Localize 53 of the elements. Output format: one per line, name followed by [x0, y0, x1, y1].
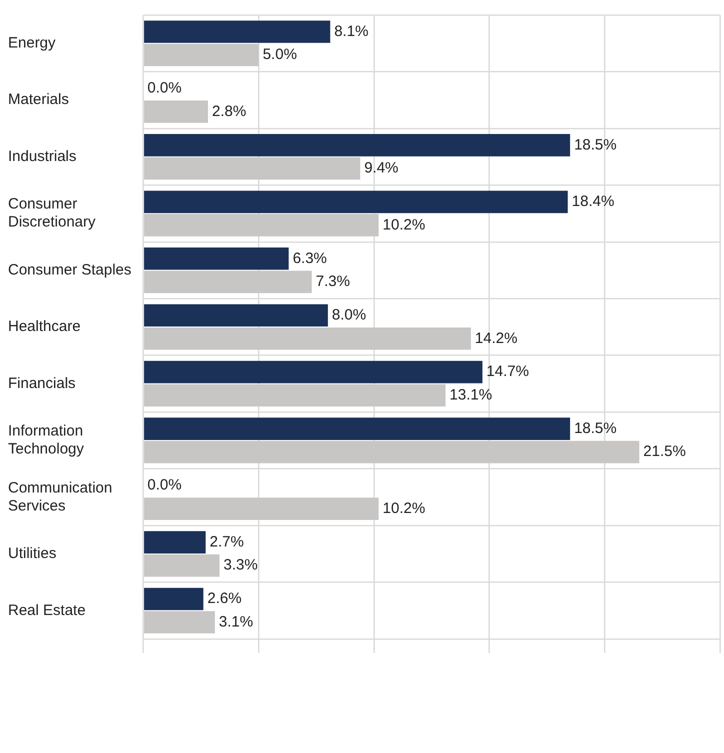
- bar: [144, 418, 570, 440]
- y-tick-label: Energy: [8, 34, 56, 52]
- bar: [144, 531, 206, 554]
- data-label: 14.7%: [486, 363, 529, 380]
- data-label: 2.8%: [212, 102, 246, 120]
- data-label: 10.2%: [382, 216, 426, 234]
- bar: [144, 440, 640, 464]
- bar: [144, 554, 220, 577]
- bar: [144, 588, 204, 610]
- bar: [144, 270, 312, 294]
- data-label: 7.3%: [316, 273, 350, 290]
- data-label: 10.2%: [382, 500, 426, 517]
- data-label: 8.1%: [334, 22, 368, 40]
- y-tick-label: Utilities: [8, 545, 56, 562]
- y-tick-label: Materials: [8, 91, 69, 108]
- data-label: 3.3%: [224, 556, 258, 574]
- bar: [144, 134, 570, 156]
- bar: [144, 190, 568, 214]
- data-label: 9.4%: [364, 160, 398, 177]
- y-tick-label: Information Technology: [8, 422, 84, 458]
- data-label: 13.1%: [450, 386, 492, 404]
- y-tick-label: Healthcare: [8, 318, 81, 336]
- data-label: 18.5%: [574, 420, 617, 437]
- bar: [144, 327, 471, 350]
- data-label: 14.2%: [474, 330, 518, 347]
- data-label: 6.3%: [292, 250, 327, 267]
- y-tick-label: Industrials: [8, 148, 76, 165]
- y-tick-label: Financials: [8, 374, 76, 392]
- data-label: 0.0%: [147, 80, 182, 97]
- bar: [144, 44, 259, 66]
- data-label: 3.1%: [218, 613, 254, 630]
- bar: [144, 247, 289, 270]
- bar: [144, 157, 360, 180]
- bar: [144, 214, 379, 236]
- bar: [144, 20, 330, 43]
- data-label: 18.5%: [574, 136, 617, 154]
- bar: [144, 498, 379, 520]
- y-tick-label: Communication Services: [8, 479, 112, 514]
- y-tick-label: Real Estate: [8, 602, 86, 619]
- data-label: 5.0%: [262, 46, 297, 64]
- data-label: 2.7%: [210, 533, 244, 550]
- data-label: 8.0%: [332, 306, 366, 324]
- y-tick-label: Consumer Discretionary: [8, 196, 96, 231]
- data-label: 0.0%: [147, 476, 182, 494]
- data-label: 18.4%: [572, 193, 614, 210]
- bar: [144, 384, 446, 407]
- bar: [144, 304, 328, 327]
- data-label: 2.6%: [207, 590, 242, 608]
- bar: [144, 100, 208, 123]
- bar: [144, 611, 215, 634]
- bar: [144, 360, 482, 384]
- data-label: 21.5%: [643, 443, 686, 460]
- y-tick-label: Consumer Staples: [8, 261, 132, 278]
